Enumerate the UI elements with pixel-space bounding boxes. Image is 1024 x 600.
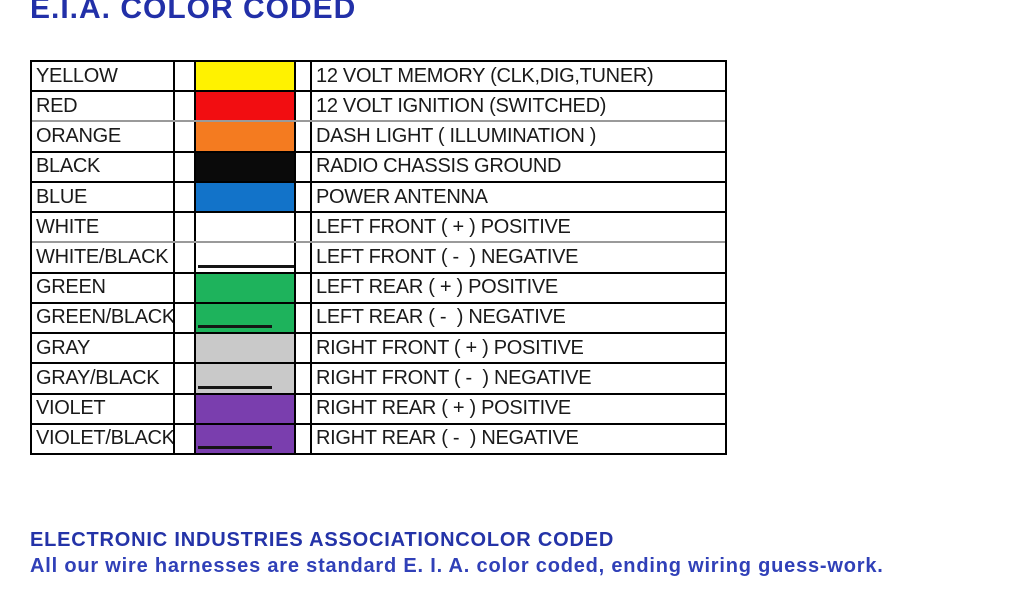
wire-color-swatch [196, 334, 296, 363]
spacer-cell [296, 424, 312, 454]
swatch-fill [196, 334, 294, 363]
wire-function: RIGHT REAR ( + ) POSITIVE [316, 397, 571, 420]
spacer-cell [296, 213, 312, 242]
spacer-cell [175, 334, 196, 363]
spacer-cell [175, 122, 196, 151]
wire-color-name: VIOLET [32, 394, 175, 423]
black-stripe [198, 264, 294, 268]
wire-color-name: GRAY/BLACK [32, 364, 175, 393]
swatch-fill [196, 394, 294, 423]
wire-color-swatch [196, 152, 296, 181]
wire-color-swatch [196, 243, 296, 272]
wire-function: RIGHT FRONT ( + ) POSITIVE [316, 336, 584, 359]
wire-function: RADIO CHASSIS GROUND [316, 155, 562, 178]
wire-color-swatch [196, 92, 296, 121]
black-stripe [198, 385, 273, 389]
wire-color-name: VIOLET/BLACK [32, 424, 175, 454]
wire-function: LEFT FRONT ( - ) NEGATIVE [316, 246, 579, 269]
spacer-cell [296, 273, 312, 302]
spacer-cell [175, 273, 196, 302]
spacer-cell [296, 334, 312, 363]
wire-color-swatch [196, 213, 296, 242]
wire-function: LEFT REAR ( - ) NEGATIVE [316, 306, 566, 329]
wire-color-name: RED [32, 92, 175, 121]
table-row: RED 12 VOLT IGNITION (SWITCHED) [32, 92, 725, 123]
spacer-cell [296, 152, 312, 181]
spacer-cell [296, 62, 312, 91]
spacer-cell [296, 394, 312, 423]
spacer-cell [175, 303, 196, 333]
wire-color-name: BLACK [32, 152, 175, 181]
spacer-cell [175, 182, 196, 212]
wire-function: RIGHT FRONT ( - ) NEGATIVE [316, 366, 592, 389]
footer: ELECTRONIC INDUSTRIES ASSOCIATIONCOLOR C… [30, 529, 884, 578]
table-row: GREEN LEFT REAR ( + ) POSITIVE [32, 273, 725, 304]
wire-color-name: WHITE/BLACK [32, 243, 175, 272]
wire-color-name: GREEN [32, 273, 175, 302]
swatch-fill [196, 273, 294, 302]
wire-function: LEFT REAR ( + ) POSITIVE [316, 276, 558, 299]
wire-color-swatch [196, 273, 296, 302]
black-stripe [198, 446, 273, 450]
table-row: GRAY RIGHT FRONT ( + ) POSITIVE [32, 334, 725, 365]
swatch-fill [196, 62, 294, 91]
spacer-cell [175, 364, 196, 393]
table-row: VIOLET RIGHT REAR ( + ) POSITIVE [32, 394, 725, 425]
wire-color-swatch [196, 364, 296, 393]
wire-color-name: BLUE [32, 182, 175, 212]
spacer-cell [175, 92, 196, 121]
wire-color-swatch [196, 62, 296, 91]
black-stripe [198, 325, 273, 329]
wire-function: RIGHT REAR ( - ) NEGATIVE [316, 427, 579, 450]
wire-function: 12 VOLT IGNITION (SWITCHED) [316, 94, 607, 117]
table-row: ORANGE DASH LIGHT ( ILLUMINATION ) [32, 122, 725, 153]
footer-body: All our wire harnesses are standard E. I… [30, 555, 884, 577]
swatch-fill [196, 122, 294, 151]
wire-color-swatch [196, 182, 296, 212]
table-row: VIOLET/BLACK RIGHT REAR ( - ) NEGATIVE [32, 424, 725, 454]
page-title: E.I.A. COLOR CODED [30, 0, 357, 25]
table-row: WHITE LEFT FRONT ( + ) POSITIVE [32, 213, 725, 244]
spacer-cell [175, 424, 196, 454]
spacer-cell [175, 394, 196, 423]
table-row: YELLOW 12 VOLT MEMORY (CLK,DIG,TUNER) [32, 62, 725, 93]
spacer-cell [175, 152, 196, 181]
table-row: GREEN/BLACK LEFT REAR ( - ) NEGATIVE [32, 303, 725, 335]
swatch-fill [196, 213, 294, 242]
wire-function: 12 VOLT MEMORY (CLK,DIG,TUNER) [316, 64, 654, 87]
wire-function: LEFT FRONT ( + ) POSITIVE [316, 215, 571, 238]
swatch-fill [196, 92, 294, 121]
wire-color-name: YELLOW [32, 62, 175, 91]
footer-heading: ELECTRONIC INDUSTRIES ASSOCIATIONCOLOR C… [30, 529, 615, 551]
color-code-table: YELLOW 12 VOLT MEMORY (CLK,DIG,TUNER) RE… [30, 60, 727, 455]
swatch-fill [196, 182, 294, 212]
wire-color-swatch [196, 122, 296, 151]
wire-color-swatch [196, 394, 296, 423]
wire-function: POWER ANTENNA [316, 185, 488, 208]
wire-color-swatch [196, 303, 296, 333]
wire-color-name: GRAY [32, 334, 175, 363]
table-row: BLUE POWER ANTENNA [32, 182, 725, 214]
wire-color-name: WHITE [32, 213, 175, 242]
swatch-fill [196, 152, 294, 181]
spacer-cell [296, 243, 312, 272]
table-row: GRAY/BLACK RIGHT FRONT ( - ) NEGATIVE [32, 364, 725, 395]
wire-color-swatch [196, 424, 296, 454]
spacer-cell [175, 243, 196, 272]
spacer-cell [175, 213, 196, 242]
wire-color-name: ORANGE [32, 122, 175, 151]
spacer-cell [296, 122, 312, 151]
spacer-cell [296, 182, 312, 212]
table-row: WHITE/BLACK LEFT FRONT ( - ) NEGATIVE [32, 243, 725, 274]
spacer-cell [175, 62, 196, 91]
wire-color-name: GREEN/BLACK [32, 303, 175, 333]
spacer-cell [296, 92, 312, 121]
spacer-cell [296, 364, 312, 393]
wire-function: DASH LIGHT ( ILLUMINATION ) [316, 125, 597, 148]
spacer-cell [296, 303, 312, 333]
table-row: BLACK RADIO CHASSIS GROUND [32, 152, 725, 183]
